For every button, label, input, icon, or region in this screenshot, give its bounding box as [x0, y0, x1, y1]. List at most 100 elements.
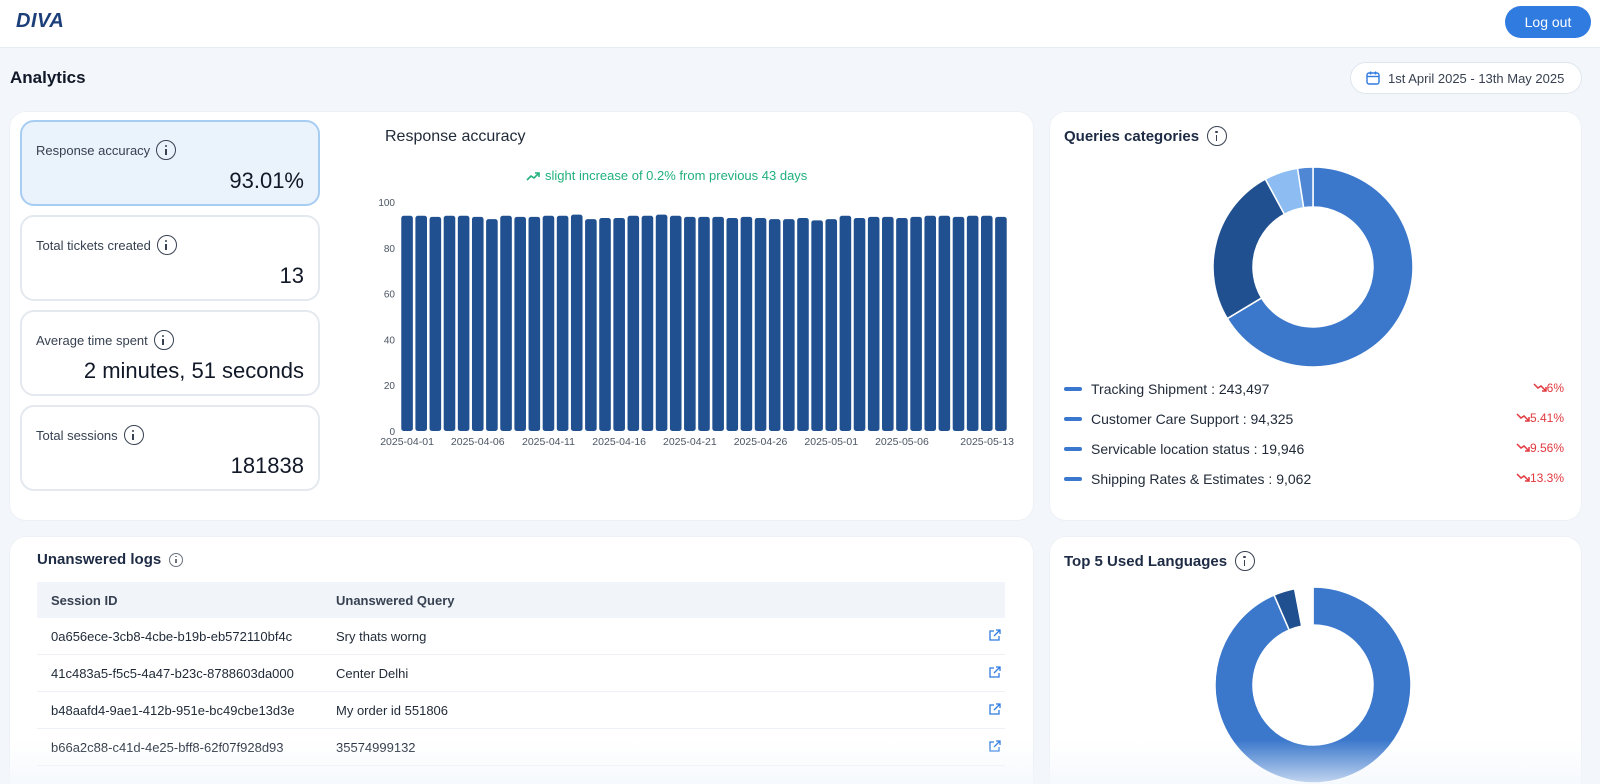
accuracy-bar	[896, 218, 908, 431]
legend-label: Customer Care Support : 94,325	[1091, 411, 1294, 427]
donut-slice	[1226, 166, 1414, 368]
metric-label: Total sessions	[36, 427, 118, 443]
query-cell: 35574999132	[336, 739, 416, 755]
card-title: Unanswered logs	[37, 551, 162, 568]
metric-card-response-accuracy[interactable]: Response accuracy 93.01%	[20, 120, 320, 206]
logout-button[interactable]: Log out	[1505, 6, 1591, 38]
accuracy-bar	[542, 215, 555, 431]
unanswered-logs-panel: Unanswered logs Session ID Unanswered Qu…	[10, 537, 1033, 784]
languages-panel: Top 5 Used Languages	[1050, 537, 1581, 784]
trend-text: slight increase of 0.2% from previous 43…	[545, 168, 808, 183]
metric-card-total-sessions[interactable]: Total sessions 181838	[20, 405, 320, 491]
trending-up-icon	[526, 171, 540, 181]
queries-legend: Tracking Shipment : 243,497 6% Customer …	[1064, 374, 1564, 494]
column-header-session-id: Session ID	[51, 592, 118, 608]
info-icon[interactable]	[1207, 126, 1228, 146]
x-tick-label: 2025-05-13	[960, 436, 1014, 448]
metric-label: Response accuracy	[36, 142, 151, 158]
accuracy-bar	[570, 214, 583, 431]
legend-item: Tracking Shipment : 243,497 6%	[1064, 374, 1564, 404]
legend-swatch	[1064, 477, 1082, 481]
metric-value: 93.01%	[229, 168, 304, 193]
session-id-cell: 41c483a5-f5c5-4a47-b23c-8788603da000	[51, 665, 294, 681]
legend-label: Shipping Rates & Estimates : 9,062	[1091, 471, 1312, 487]
accuracy-bar	[995, 216, 1007, 431]
metric-label: Total tickets created	[36, 237, 151, 253]
x-tick-label: 2025-04-06	[451, 436, 505, 448]
card-title: Queries categories	[1064, 127, 1200, 145]
y-tick-label: 0	[389, 427, 395, 438]
accuracy-bar	[754, 218, 767, 431]
accuracy-bar	[698, 216, 710, 431]
info-icon[interactable]	[1235, 551, 1256, 571]
accuracy-bar	[415, 215, 427, 431]
y-tick-label: 40	[384, 335, 396, 346]
queries-panel: Queries categories Tracking Shipment : 2…	[1050, 112, 1581, 520]
legend-item: Servicable location status : 19,946 9.56…	[1064, 434, 1564, 464]
y-tick-label: 80	[384, 244, 396, 255]
info-icon[interactable]	[153, 330, 174, 350]
info-icon[interactable]	[156, 235, 177, 255]
accuracy-bar	[641, 215, 654, 431]
change-value: 13.3%	[1529, 471, 1564, 485]
external-link-icon[interactable]	[988, 629, 1001, 642]
table-row: 41c483a5-f5c5-4a47-b23c-8788603da000 Cen…	[37, 655, 1005, 692]
legend-item: Customer Care Support : 94,325 5.41%	[1064, 404, 1564, 434]
session-id-cell: 0a656ece-3cb8-4cbe-b19b-eb572110bf4c	[51, 628, 293, 644]
accuracy-bar	[585, 219, 597, 431]
date-range-picker[interactable]: 1st April 2025 - 13th May 2025	[1350, 62, 1582, 94]
x-tick-label: 2025-04-21	[663, 436, 717, 448]
languages-donut-chart	[1214, 586, 1412, 784]
accuracy-bar	[882, 216, 894, 431]
calendar-icon	[1366, 71, 1380, 85]
x-tick-label: 2025-05-06	[875, 436, 929, 448]
legend-label: Tracking Shipment : 243,497	[1091, 381, 1270, 397]
external-link-icon[interactable]	[988, 666, 1001, 679]
app-logo[interactable]: DIVA	[16, 10, 65, 32]
accuracy-bar	[457, 215, 470, 431]
accuracy-bar	[627, 215, 640, 431]
info-icon[interactable]	[156, 140, 177, 160]
legend-swatch	[1064, 447, 1082, 451]
page-title: Analytics	[10, 68, 86, 87]
date-range-label: 1st April 2025 - 13th May 2025	[1388, 70, 1565, 86]
accuracy-bar	[613, 218, 625, 431]
accuracy-bar	[712, 216, 724, 431]
accuracy-bar-chart: 0 20 40 60 80 100 2025-04-01 2025-04-06 2025-04-…	[378, 198, 1014, 448]
card-title: Top 5 Used Languages	[1064, 552, 1228, 570]
accuracy-bar	[924, 215, 937, 431]
info-icon[interactable]	[169, 552, 184, 567]
session-id-cell: b48aafd4-9ae1-412b-951e-bc49cbe13d3e	[51, 702, 295, 718]
metric-card-total-tickets[interactable]: Total tickets created 13	[20, 215, 320, 301]
query-cell: Center Delhi	[336, 665, 409, 681]
accuracy-bar	[556, 215, 569, 431]
external-link-icon[interactable]	[988, 740, 1001, 753]
y-tick-label: 20	[384, 381, 396, 392]
table-row: b48aafd4-9ae1-412b-951e-bc49cbe13d3e My …	[37, 692, 1005, 729]
accuracy-bar	[910, 216, 922, 431]
accuracy-bar	[669, 215, 682, 431]
metric-value: 2 minutes, 51 seconds	[83, 358, 304, 383]
x-tick-label: 2025-04-11	[522, 436, 575, 448]
trend-indicator: slight increase of 0.2% from previous 43…	[526, 168, 807, 183]
accuracy-bar	[797, 218, 809, 431]
y-tick-label: 100	[378, 198, 395, 209]
metric-value: 181838	[230, 453, 304, 478]
accuracy-bar	[966, 215, 979, 431]
accuracy-bar	[655, 214, 668, 431]
metric-card-average-time[interactable]: Average time spent 2 minutes, 51 seconds	[20, 310, 320, 396]
trending-down-icon	[1516, 443, 1530, 452]
change-value: 6%	[1546, 381, 1564, 395]
external-link-icon[interactable]	[988, 703, 1001, 716]
change-value: 9.56%	[1529, 441, 1564, 455]
x-tick-label: 2025-04-01	[380, 436, 434, 448]
session-id-cell: b66a2c88-c41d-4e25-bff8-62f07f928d93	[51, 739, 284, 755]
accuracy-bar	[938, 215, 951, 431]
query-cell: My order id 551806	[336, 702, 449, 718]
change-value: 5.41%	[1529, 411, 1564, 425]
accuracy-bar	[726, 218, 739, 431]
legend-label: Servicable location status : 19,946	[1091, 441, 1305, 457]
table-row: 0a656ece-3cb8-4cbe-b19b-eb572110bf4c Sry…	[37, 618, 1005, 655]
donut-slice	[1296, 166, 1314, 209]
info-icon[interactable]	[123, 425, 144, 445]
